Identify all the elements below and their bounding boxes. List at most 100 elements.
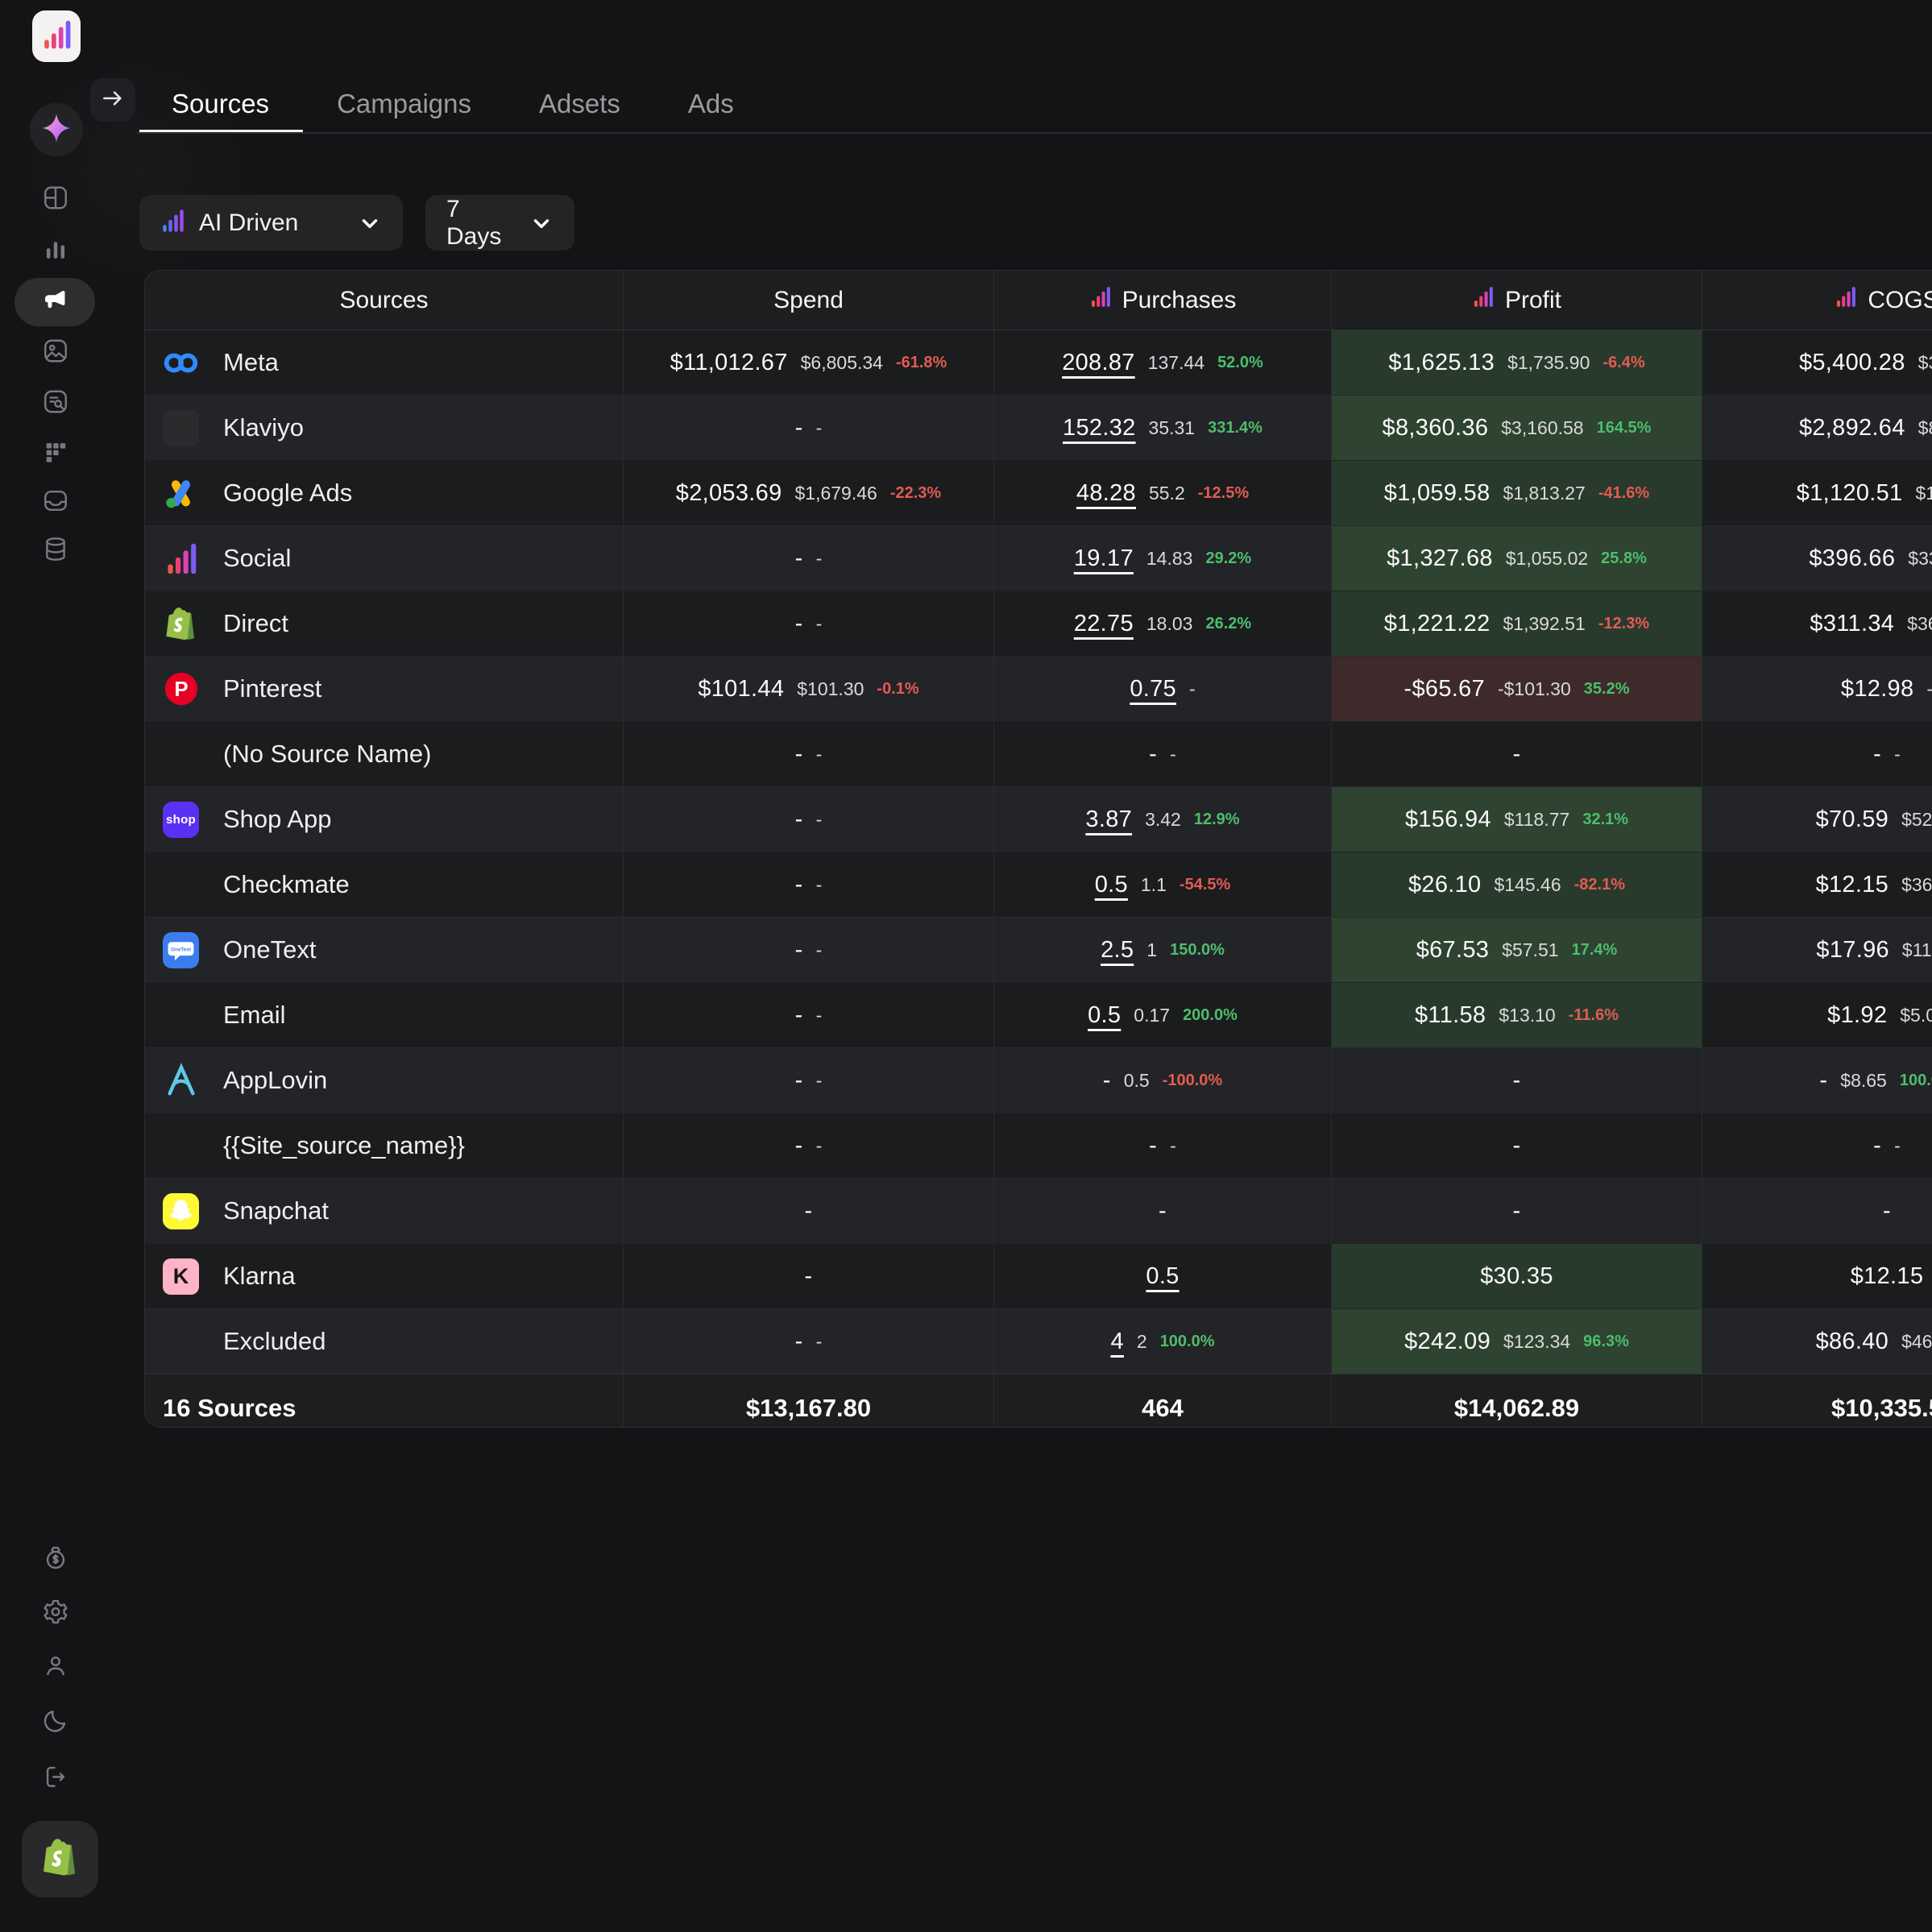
sidebar-item-user[interactable] xyxy=(42,1652,69,1684)
value[interactable]: 0.5 xyxy=(1146,1262,1180,1289)
previous-value: - xyxy=(1188,678,1196,699)
sidebar-item-pixel-grid[interactable] xyxy=(42,439,69,471)
table-row[interactable]: Excluded - - 4 2 100.0% $242.09 $123.34 96.3% $86… xyxy=(145,1308,1932,1374)
percent-change: -22.3% xyxy=(889,483,942,502)
table-row[interactable]: Google Ads $2,053.69 $1,679.46 -22.3% 48.28 5… xyxy=(145,460,1932,525)
value: $30.35 xyxy=(1480,1262,1553,1289)
value: $1,327.68 xyxy=(1387,545,1493,571)
previous-value: - xyxy=(1170,743,1176,765)
tab-divider xyxy=(137,132,1932,134)
value[interactable]: 22.75 xyxy=(1073,610,1134,636)
value[interactable]: 19.17 xyxy=(1073,545,1134,571)
arrow-right-icon xyxy=(100,85,126,115)
spend-cell: -- xyxy=(624,722,994,786)
profit-cell: $8,360.36 $3,160.58 164.5% xyxy=(1332,396,1702,460)
previous-value: 137.44 xyxy=(1147,351,1205,373)
value: $2,053.69 xyxy=(675,479,782,506)
column-header-purchases[interactable]: Purchases xyxy=(994,271,1332,330)
table-body: Meta $11,012.67 $6,805.34 -61.8% 208.87 137.4… xyxy=(145,330,1932,1374)
value[interactable]: 2.5 xyxy=(1101,936,1134,963)
column-header-profit[interactable]: Profit xyxy=(1332,271,1702,330)
tab-ads[interactable]: Ads xyxy=(687,88,734,118)
source-cell: Checkmate xyxy=(145,852,624,917)
percent-change: -61.8% xyxy=(895,353,947,371)
value[interactable]: 0.5 xyxy=(1094,871,1128,898)
table-row[interactable]: Email - -0.5 0.17 200.0% $11.58 $13.10 -11.6% $1… xyxy=(145,982,1932,1047)
sidebar-item-creatives-image[interactable] xyxy=(42,338,69,369)
value[interactable]: 0.5 xyxy=(1088,1001,1121,1028)
previous-value: $1,813.27 xyxy=(1503,482,1586,504)
filter-ai-driven-dropdown[interactable]: AI Driven xyxy=(139,195,403,251)
sidebar-expand-button[interactable] xyxy=(90,78,135,122)
profit-cell: - xyxy=(1332,1179,1702,1243)
ai-assistant-button[interactable] xyxy=(30,103,83,156)
value: $70.59 xyxy=(1815,806,1889,832)
sidebar-item-settings-gear[interactable] xyxy=(42,1598,69,1630)
spend-cell: $2,053.69 $1,679.46 -22.3% xyxy=(624,461,994,525)
previous-value: - xyxy=(815,939,823,960)
previous-value: $123.34 xyxy=(1503,1330,1571,1352)
column-header-cogs[interactable]: COGS xyxy=(1702,271,1932,330)
value: $242.09 xyxy=(1404,1328,1491,1354)
table-row[interactable]: Snapchat - - - - xyxy=(145,1178,1932,1243)
value[interactable]: 3.87 xyxy=(1085,806,1133,832)
source-cell: Email xyxy=(145,983,624,1047)
cogs-cell: $5,400.28 $3,418 xyxy=(1702,330,1932,395)
percent-change: 200.0% xyxy=(1183,1005,1238,1024)
value[interactable]: 48.28 xyxy=(1076,479,1136,506)
column-header-sources[interactable]: Sources xyxy=(145,271,624,330)
purchases-cell: 0.5 1.1 -54.5% xyxy=(994,852,1332,917)
value: $11,012.67 xyxy=(670,349,788,375)
table-footer-row: 16 Sources $13,167.80 464 $14,062.89 $10,335… xyxy=(145,1374,1932,1427)
table-row[interactable]: Direct - - 22.75 18.03 26.2% $1,221.22 $1,392.5… xyxy=(145,591,1932,656)
footer-sources-count: 16 Sources xyxy=(145,1374,624,1427)
sidebar-item-inbox[interactable] xyxy=(42,487,69,519)
table-row[interactable]: P Pinterest $101.44 $101.30 -0.1% 0.75- -$65.6… xyxy=(145,656,1932,721)
table-row[interactable]: OneText OneText - - 2.5 1 150.0% $67.53 $57.51 17… xyxy=(145,917,1932,982)
value: $5,400.28 xyxy=(1798,349,1905,375)
tab-adsets[interactable]: Adsets xyxy=(538,88,620,118)
previous-value: 1 xyxy=(1146,939,1158,960)
source-cell: K Klarna xyxy=(145,1244,624,1308)
source-cell: AppLovin xyxy=(145,1048,624,1113)
value[interactable]: 4 xyxy=(1110,1328,1124,1354)
tab-campaigns[interactable]: Campaigns xyxy=(337,88,471,118)
sidebar-item-dashboard[interactable] xyxy=(42,184,69,216)
sidebar-item-analytics-bars[interactable] xyxy=(42,236,69,267)
value[interactable]: 152.32 xyxy=(1063,414,1136,441)
table-row[interactable]: Meta $11,012.67 $6,805.34 -61.8% 208.87 137.4… xyxy=(145,330,1932,395)
previous-value: - xyxy=(815,873,823,895)
value: $1,221.22 xyxy=(1383,610,1490,636)
previous-value: - xyxy=(815,743,823,765)
column-header-spend[interactable]: Spend xyxy=(624,271,994,330)
filter-7-days-dropdown[interactable]: 7 Days xyxy=(425,195,574,251)
sidebar-item-report-search[interactable] xyxy=(42,388,69,420)
previous-value: - xyxy=(815,1134,823,1156)
sidebar-item-moon[interactable] xyxy=(42,1707,69,1739)
sidebar-item-money-bag[interactable] xyxy=(42,1544,69,1576)
value: $101.44 xyxy=(698,675,785,702)
app-logo[interactable] xyxy=(32,10,81,62)
sidebar-item-megaphone[interactable] xyxy=(15,278,95,326)
table-row[interactable]: shop Shop App - - 3.87 3.42 12.9% $156.94 $118.7… xyxy=(145,786,1932,852)
store-switcher-button[interactable] xyxy=(22,1821,98,1897)
profit-cell: $26.10 $145.46 -82.1% xyxy=(1332,852,1702,917)
value: - xyxy=(794,740,803,767)
value: - xyxy=(1873,740,1882,767)
sidebar-item-database[interactable] xyxy=(42,536,69,567)
table-row[interactable]: {{Site_source_name}} - - - - - - - xyxy=(145,1113,1932,1178)
tab-sources[interactable]: Sources xyxy=(139,77,304,134)
table-row[interactable]: K Klarna - 0.5 $30.35 $12.15 xyxy=(145,1243,1932,1308)
column-label: Sources xyxy=(339,286,429,313)
value[interactable]: 0.75 xyxy=(1130,675,1176,702)
chevron-down-icon xyxy=(358,211,382,235)
table-row[interactable]: Social - - 19.17 14.83 29.2% $1,327.68 $1,055.0… xyxy=(145,525,1932,591)
table-row[interactable]: (No Source Name) - - - - - - - xyxy=(145,721,1932,786)
sidebar-item-logout[interactable] xyxy=(42,1764,69,1795)
gradient-bars-icon xyxy=(1472,286,1494,314)
value[interactable]: 208.87 xyxy=(1062,349,1135,375)
table-row[interactable]: Checkmate - - 0.5 1.1 -54.5% $26.10 $145.46 -82.… xyxy=(145,852,1932,917)
value: - xyxy=(1149,740,1158,767)
table-row[interactable]: Klaviyo - - 152.32 35.31 331.4% $8,360.36 $3,16… xyxy=(145,395,1932,460)
